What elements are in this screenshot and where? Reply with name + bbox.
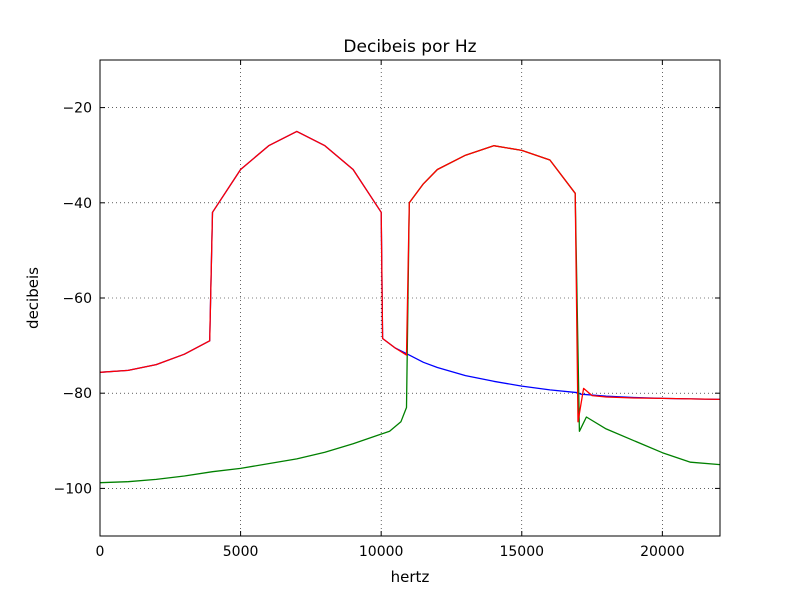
ticks: 0 5000 10000 15000 20000 −100 −80 −60 −40 −20 (54, 60, 720, 560)
x-axis-label: hertz (391, 568, 430, 586)
y-tick-label: −60 (62, 291, 92, 307)
plot-area (99, 130, 721, 484)
y-axis-label: decibeis (24, 267, 42, 329)
x-tick-label: 20000 (640, 544, 685, 560)
y-tick-label: −40 (62, 196, 92, 212)
y-tick-label: −20 (62, 101, 92, 117)
y-tick-label: −80 (62, 386, 92, 402)
x-tick-label: 0 (96, 544, 105, 560)
x-tick-label: 10000 (359, 544, 404, 560)
chart-title: Decibeis por Hz (343, 37, 476, 57)
x-tick-label: 15000 (499, 544, 544, 560)
y-tick-label: −100 (54, 481, 92, 497)
series-line-3 (99, 130, 721, 423)
x-tick-label: 5000 (223, 544, 259, 560)
